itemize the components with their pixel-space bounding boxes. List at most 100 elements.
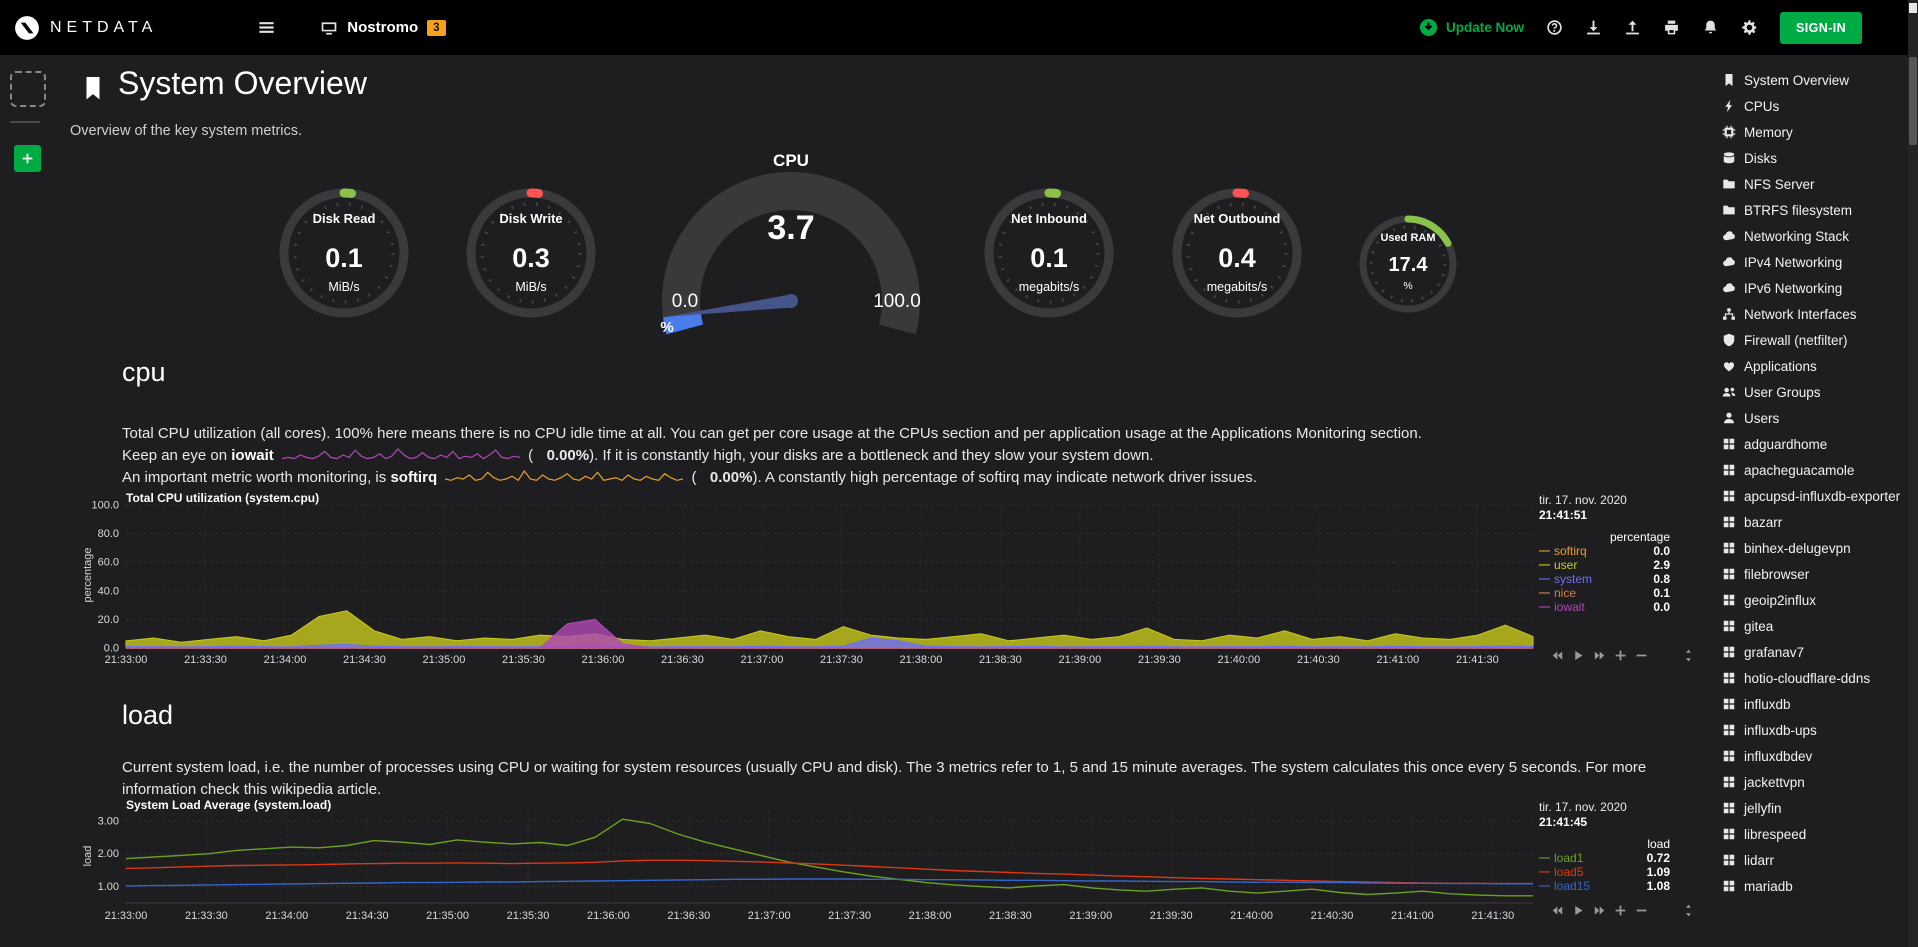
sidebar-item-label: hotio-cloudflare-ddns bbox=[1744, 670, 1871, 686]
sidebar-item-adguardhome[interactable]: adguardhome bbox=[1718, 431, 1906, 457]
sidebar-item-firewall-netfilter-[interactable]: Firewall (netfilter) bbox=[1718, 327, 1906, 353]
cpu-chart: Total CPU utilization (system.cpu) perce… bbox=[82, 491, 1691, 683]
sidebar-item-ipv6-networking[interactable]: IPv6 Networking bbox=[1718, 275, 1906, 301]
sidebar-item-applications[interactable]: Applications bbox=[1718, 353, 1906, 379]
sidebar-item-label: apcupsd-influxdb-exporter bbox=[1744, 488, 1901, 504]
zoom-in-button[interactable] bbox=[1614, 904, 1627, 917]
sidebar-item-cpus[interactable]: CPUs bbox=[1718, 93, 1906, 119]
sidebar-item-system-overview[interactable]: System Overview bbox=[1718, 67, 1906, 93]
alarms-badge[interactable]: 3 bbox=[427, 19, 446, 36]
sidebar-item-librespeed[interactable]: librespeed bbox=[1718, 821, 1906, 847]
sign-in-button[interactable]: SIGN-IN bbox=[1779, 11, 1862, 44]
export-snapshot-button[interactable] bbox=[1585, 19, 1602, 36]
sidebar-item-apacheguacamole[interactable]: apacheguacamole bbox=[1718, 457, 1906, 483]
zoom-in-button[interactable] bbox=[1614, 649, 1627, 662]
svg-text:%: % bbox=[1403, 280, 1412, 292]
sidebar-item-label: NFS Server bbox=[1744, 176, 1815, 192]
legend-item-iowait[interactable]: — iowait 0.0 bbox=[1539, 600, 1670, 614]
scrollbar-thumb[interactable] bbox=[1909, 57, 1917, 145]
settings-gear-button[interactable] bbox=[1741, 19, 1758, 36]
pan-backward-button[interactable] bbox=[1551, 904, 1564, 917]
sidebar-item-label: influxdb bbox=[1744, 696, 1791, 712]
svg-text:21:38:00: 21:38:00 bbox=[900, 654, 943, 666]
page-scrollbar[interactable] bbox=[1908, 0, 1918, 947]
load-chart-plot[interactable]: 1.00 2.00 3.00 21:33:00 21:33:30 21:34:00 21:3… bbox=[90, 798, 1540, 926]
scrollbar-top-box[interactable] bbox=[1909, 3, 1917, 13]
help-button[interactable] bbox=[1546, 19, 1563, 36]
netdata-logo[interactable]: NETDATA bbox=[14, 15, 157, 41]
pan-forward-button[interactable] bbox=[1593, 904, 1606, 917]
legend-swatch: — bbox=[1539, 866, 1550, 878]
zoom-out-button[interactable] bbox=[1635, 904, 1648, 917]
play-button[interactable] bbox=[1572, 649, 1585, 662]
sidebar-item-nfs-server[interactable]: NFS Server bbox=[1718, 171, 1906, 197]
sidebar-item-influxdbdev[interactable]: influxdbdev bbox=[1718, 743, 1906, 769]
print-button[interactable] bbox=[1663, 19, 1680, 36]
add-dashboard-button[interactable] bbox=[14, 145, 41, 172]
sidebar-item-disks[interactable]: Disks bbox=[1718, 145, 1906, 171]
alarms-bell-button[interactable] bbox=[1702, 19, 1719, 36]
svg-text:Net Inbound: Net Inbound bbox=[1011, 211, 1087, 226]
sidebar-item-networking-stack[interactable]: Networking Stack bbox=[1718, 223, 1906, 249]
page-subtitle: Overview of the key system metrics. bbox=[70, 123, 303, 139]
sidebar-item-hotio-cloudflare-ddns[interactable]: hotio-cloudflare-ddns bbox=[1718, 665, 1906, 691]
disk-write-gauge[interactable]: Disk Write 0.3 MiB/s bbox=[461, 183, 601, 323]
cpu-chart-plot[interactable]: 0.0 20.0 40.0 60.0 80.0 100.0 21:33:00 21:33:30… bbox=[90, 491, 1540, 671]
zoom-out-button[interactable] bbox=[1635, 649, 1648, 662]
sidebar-item-jellyfin[interactable]: jellyfin bbox=[1718, 795, 1906, 821]
legend-item-load1[interactable]: — load1 0.72 bbox=[1539, 851, 1670, 865]
chart-date: tir. 17. nov. 2020 bbox=[1539, 800, 1627, 814]
net-inbound-gauge[interactable]: Net Inbound 0.1 megabits/s bbox=[979, 183, 1119, 323]
legend-item-system[interactable]: — system 0.8 bbox=[1539, 572, 1670, 586]
sidebar-item-filebrowser[interactable]: filebrowser bbox=[1718, 561, 1906, 587]
sidebar-item-btrfs-filesystem[interactable]: BTRFS filesystem bbox=[1718, 197, 1906, 223]
svg-text:21:37:00: 21:37:00 bbox=[748, 910, 791, 922]
svg-text:21:40:30: 21:40:30 bbox=[1297, 654, 1340, 666]
sidebar-item-lidarr[interactable]: lidarr bbox=[1718, 847, 1906, 873]
sidebar-item-grafanav7[interactable]: grafanav7 bbox=[1718, 639, 1906, 665]
grid-icon bbox=[1722, 827, 1736, 841]
pan-backward-button[interactable] bbox=[1551, 649, 1564, 662]
legend-item-load15[interactable]: — load15 1.08 bbox=[1539, 879, 1670, 893]
used-ram-gauge[interactable]: Used RAM 17.4% bbox=[1353, 209, 1463, 319]
menu-toggle-button[interactable] bbox=[257, 18, 276, 37]
resize-handle[interactable] bbox=[1682, 649, 1695, 662]
sidebar-item-users[interactable]: Users bbox=[1718, 405, 1906, 431]
net-outbound-gauge[interactable]: Net Outbound 0.4 megabits/s bbox=[1167, 183, 1307, 323]
sidebar-item-label: apacheguacamole bbox=[1744, 462, 1855, 478]
sidebar-item-binhex-delugevpn[interactable]: binhex-delugevpn bbox=[1718, 535, 1906, 561]
svg-text:21:41:30: 21:41:30 bbox=[1471, 910, 1514, 922]
play-button[interactable] bbox=[1572, 904, 1585, 917]
sidebar-item-influxdb-ups[interactable]: influxdb-ups bbox=[1718, 717, 1906, 743]
host-selector[interactable]: Nostromo 3 bbox=[320, 19, 446, 37]
import-snapshot-button[interactable] bbox=[1624, 19, 1641, 36]
brand-text: NETDATA bbox=[50, 18, 158, 36]
sidebar-item-memory[interactable]: Memory bbox=[1718, 119, 1906, 145]
sidebar-item-network-interfaces[interactable]: Network Interfaces bbox=[1718, 301, 1906, 327]
sidebar-item-label: jackettvpn bbox=[1744, 774, 1805, 790]
sidebar-item-gitea[interactable]: gitea bbox=[1718, 613, 1906, 639]
cpu-gauge[interactable]: 3.7 0.0 100.0% bbox=[641, 167, 941, 363]
sidebar-item-influxdb[interactable]: influxdb bbox=[1718, 691, 1906, 717]
sidebar-item-apcupsd-influxdb-exporter[interactable]: apcupsd-influxdb-exporter bbox=[1718, 483, 1906, 509]
sidebar-item-bazarr[interactable]: bazarr bbox=[1718, 509, 1906, 535]
svg-text:21:41:00: 21:41:00 bbox=[1391, 910, 1434, 922]
stream-icon bbox=[320, 19, 338, 37]
legend-item-load5[interactable]: — load5 1.09 bbox=[1539, 865, 1670, 879]
sidebar-item-geoip2influx[interactable]: geoip2influx bbox=[1718, 587, 1906, 613]
sidebar-item-ipv4-networking[interactable]: IPv4 Networking bbox=[1718, 249, 1906, 275]
network-icon bbox=[1722, 307, 1736, 321]
sidebar-item-user-groups[interactable]: User Groups bbox=[1718, 379, 1906, 405]
update-now-button[interactable]: Update Now bbox=[1419, 18, 1524, 37]
legend-item-nice[interactable]: — nice 0.1 bbox=[1539, 586, 1670, 600]
highlight-tool[interactable] bbox=[10, 71, 46, 107]
resize-handle[interactable] bbox=[1682, 904, 1695, 917]
sidebar-item-jackettvpn[interactable]: jackettvpn bbox=[1718, 769, 1906, 795]
legend-item-softirq[interactable]: — softirq 0.0 bbox=[1539, 544, 1670, 558]
legend-item-user[interactable]: — user 2.9 bbox=[1539, 558, 1670, 572]
cpu-chart-title: Total CPU utilization (system.cpu) bbox=[126, 491, 320, 505]
sidebar-item-mariadb[interactable]: mariadb bbox=[1718, 873, 1906, 899]
sidebar-item-label: filebrowser bbox=[1744, 566, 1810, 582]
pan-forward-button[interactable] bbox=[1593, 649, 1606, 662]
disk-read-gauge[interactable]: Disk Read 0.1 MiB/s bbox=[274, 183, 414, 323]
